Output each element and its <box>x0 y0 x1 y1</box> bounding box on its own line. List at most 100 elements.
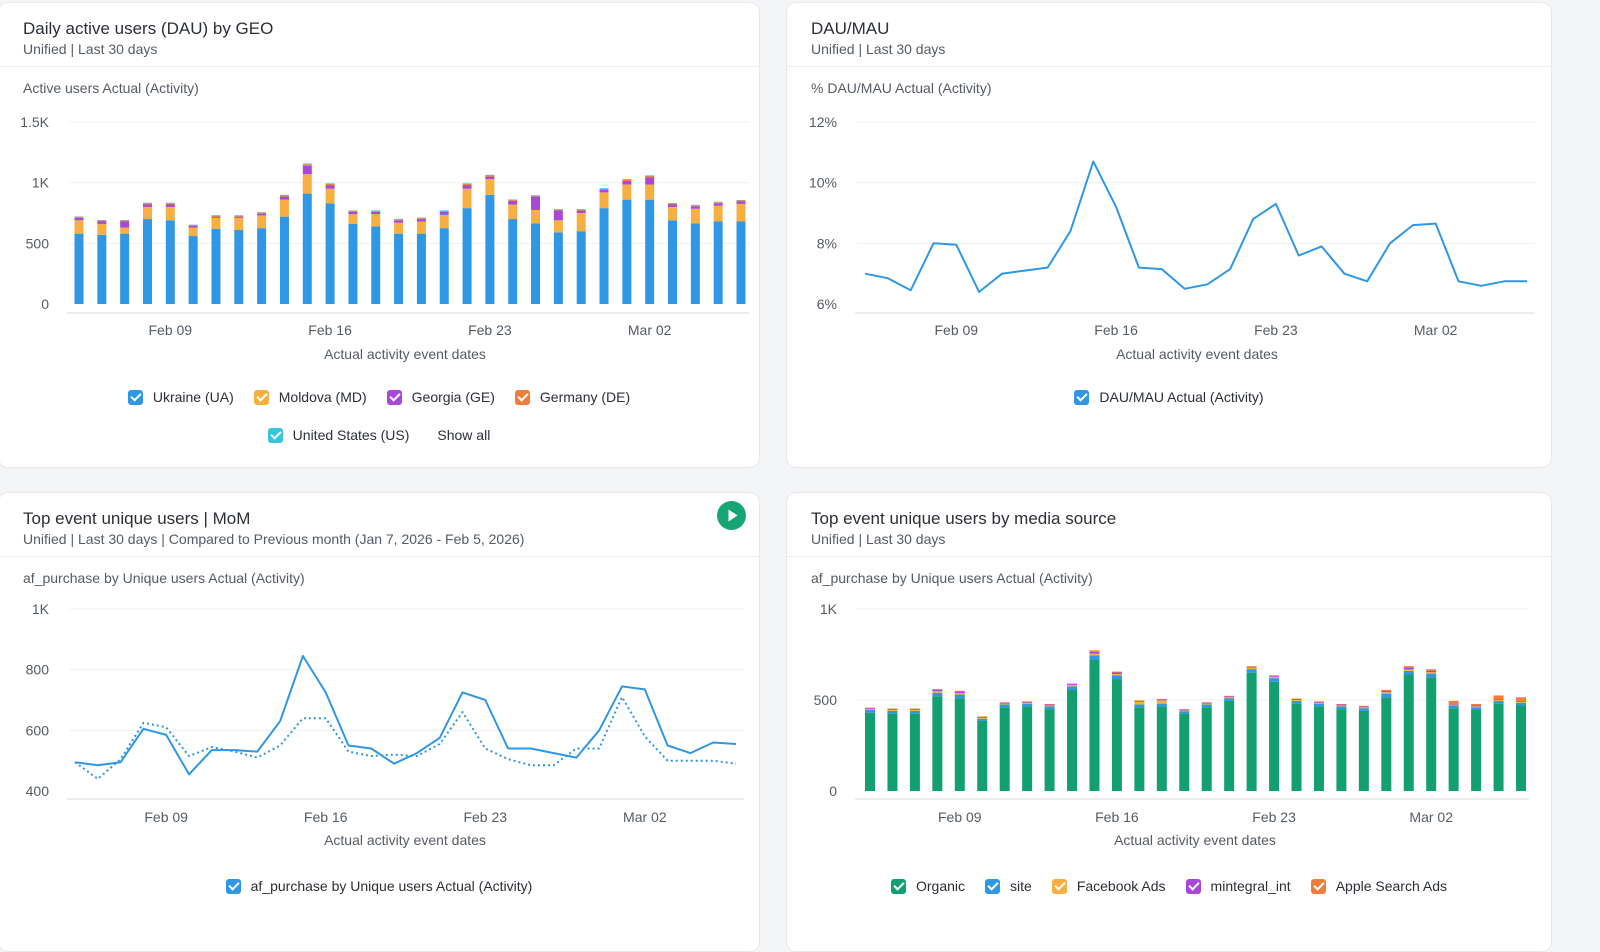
bar-segment <box>1403 666 1414 668</box>
legend-label: Germany (DE) <box>539 389 631 405</box>
checkbox-checked-icon[interactable] <box>1051 878 1067 894</box>
checkbox-checked-icon[interactable] <box>386 389 402 405</box>
bar-segment <box>165 220 175 304</box>
legend-item[interactable]: Germany (DE) <box>514 389 631 405</box>
bar-segment <box>165 206 175 221</box>
bar-segment <box>74 217 84 221</box>
bar-segment <box>977 716 988 718</box>
y-tick-label: 500 <box>26 235 50 251</box>
bar-segment <box>531 195 541 196</box>
bar-segment <box>188 225 198 228</box>
bar-segment <box>1426 673 1437 678</box>
bar-segment <box>865 712 875 791</box>
legend-item[interactable]: af_purchase by Unique users Actual (Acti… <box>225 878 532 894</box>
bar-segment <box>1067 683 1078 684</box>
play-button[interactable] <box>717 501 746 530</box>
bar-segment <box>999 703 1010 705</box>
bar-segment <box>865 707 875 709</box>
bar-segment <box>999 702 1010 703</box>
checkbox-checked-icon[interactable] <box>1185 878 1201 894</box>
bar-segment <box>1156 698 1167 700</box>
bar-segment <box>1471 710 1482 791</box>
bar-segment <box>1493 699 1504 700</box>
bar-segment <box>553 210 563 221</box>
bar-segment <box>622 180 632 185</box>
bar-segment <box>257 228 267 304</box>
bar-segment <box>932 689 943 692</box>
legend-item[interactable]: DAU/MAU Actual (Activity) <box>1074 389 1264 405</box>
checkbox-checked-icon[interactable] <box>985 878 1001 894</box>
legend-item[interactable]: site <box>985 878 1032 894</box>
bar-segment <box>1426 670 1437 673</box>
chart-legend: Ukraine (UA) Moldova (MD) Georgia (GE) Germ… <box>0 378 759 454</box>
bar-segment <box>865 709 875 711</box>
bar-segment <box>1246 666 1257 667</box>
bar-segment <box>909 713 920 791</box>
legend-item[interactable]: Georgia (GE) <box>386 389 495 405</box>
card-header: Top event unique users | MoM Unified | L… <box>0 493 759 557</box>
legend-label: United States (US) <box>292 427 410 443</box>
bar-segment <box>1246 669 1257 673</box>
legend-item[interactable]: Ukraine (UA) <box>127 389 234 405</box>
bar-segment <box>954 698 965 791</box>
bar-segment <box>1111 679 1122 791</box>
legend-row: af_purchase by Unique users Actual (Acti… <box>0 867 759 905</box>
checkbox-checked-icon[interactable] <box>514 389 530 405</box>
bar-segment <box>932 691 943 693</box>
legend-item[interactable]: Facebook Ads <box>1051 878 1166 894</box>
checkbox-checked-icon[interactable] <box>267 427 283 443</box>
checkbox-checked-icon[interactable] <box>1310 878 1326 894</box>
bar-segment <box>713 202 723 204</box>
bar-segment <box>462 183 472 186</box>
bar-segment <box>865 708 875 710</box>
bar-segment <box>932 688 943 690</box>
legend-label: DAU/MAU Actual (Activity) <box>1099 389 1264 405</box>
card-header: Daily active users (DAU) by GEO Unified … <box>0 3 759 67</box>
bar-segment <box>1134 704 1145 708</box>
bar-segment <box>1201 704 1212 708</box>
checkbox-checked-icon[interactable] <box>890 878 906 894</box>
bar-segment <box>1156 703 1167 707</box>
bar-segment <box>508 204 518 220</box>
bar-segment <box>1403 674 1414 791</box>
bar-segment <box>1156 699 1167 701</box>
checkbox-checked-icon[interactable] <box>253 389 269 405</box>
bar-segment <box>1067 689 1078 791</box>
legend-item[interactable]: United States (US) <box>267 427 410 443</box>
x-tick-label: Feb 16 <box>304 809 348 825</box>
bar-segment <box>1516 697 1526 701</box>
legend-item[interactable]: Apple Search Ads <box>1310 878 1447 894</box>
bar-segment <box>954 691 965 694</box>
bar-segment <box>1067 686 1078 690</box>
bar-segment <box>1336 704 1347 705</box>
bar-segment <box>1044 704 1055 706</box>
bar-segment <box>1381 697 1392 791</box>
bar-segment <box>97 234 107 304</box>
bar-segment <box>508 199 518 200</box>
legend-item[interactable]: mintegral_int <box>1185 878 1291 894</box>
bar-segment <box>553 232 563 304</box>
bar-segment <box>999 702 1010 704</box>
bar-segment <box>1201 702 1212 704</box>
bar-segment <box>1358 708 1369 711</box>
legend-row: Organic site Facebook Ads mintegral_int Appl… <box>787 867 1551 905</box>
checkbox-checked-icon[interactable] <box>127 389 143 405</box>
bar-segment <box>736 200 746 201</box>
bar-segment <box>1022 702 1033 704</box>
card-subtitle: Unified | Last 30 days <box>811 41 946 57</box>
bar-segment <box>394 220 404 223</box>
legend-item[interactable]: Moldova (MD) <box>253 389 367 405</box>
bar-segment <box>1269 675 1280 677</box>
checkbox-checked-icon[interactable] <box>225 878 241 894</box>
bar-segment <box>622 184 632 200</box>
bar-segment <box>713 203 723 206</box>
card-dau-by-geo: Daily active users (DAU) by GEO Unified … <box>0 2 760 468</box>
show-all-link[interactable]: Show all <box>437 427 491 443</box>
checkbox-checked-icon[interactable] <box>1074 389 1090 405</box>
bar-segment <box>1179 709 1190 711</box>
bar-segment <box>1426 669 1437 671</box>
bar-segment <box>690 223 700 304</box>
x-tick-label: Mar 02 <box>1409 809 1453 825</box>
legend-item[interactable]: Organic <box>890 878 965 894</box>
bar-segment <box>1022 706 1033 791</box>
